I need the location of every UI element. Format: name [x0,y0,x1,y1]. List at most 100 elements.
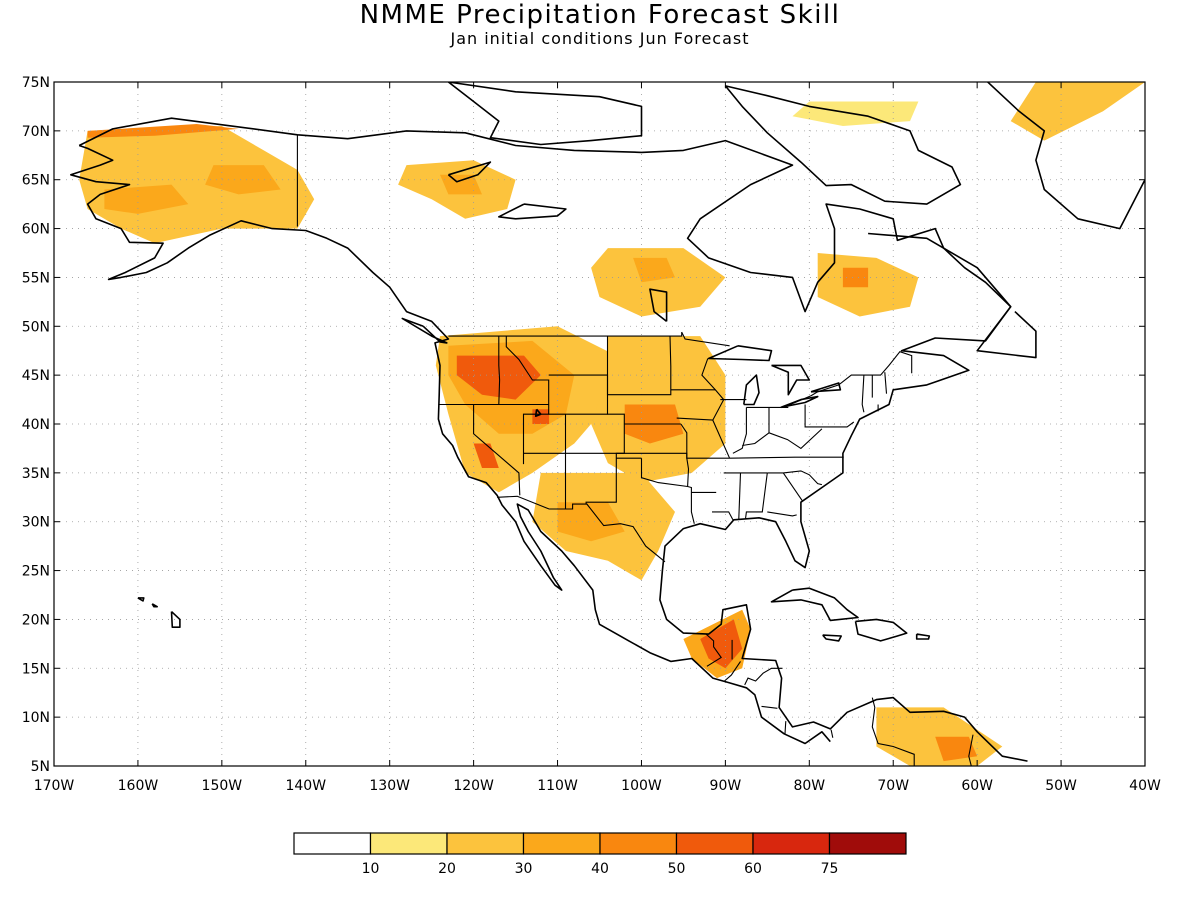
coastline [986,82,1145,230]
coastlines [70,82,1145,762]
coastline [649,288,668,323]
colorbar-label: 50 [668,861,686,877]
colorbar-swatch [522,832,601,855]
political-border [680,423,688,454]
coastline [915,633,931,640]
axis-ticks [53,81,1146,767]
coastline [780,395,819,409]
political-border [804,404,855,428]
lon-tick-label: 110W [537,778,578,794]
colorbar-label: 75 [821,861,839,877]
political-border [782,472,804,502]
lon-tick-label: 80W [793,778,825,794]
skill-region-hudson-sw-core [633,257,675,283]
lat-tick-label: 50N [22,319,50,335]
political-border [732,407,747,454]
lon-tick-label: 150W [202,778,243,794]
graticule [54,82,1145,766]
latitude-labels: 75N 70N 65N 60N 55N 50N 45N 40N 35N 30N 25N 20N 15N 1… [22,75,50,775]
coastline [810,382,842,393]
coastline [137,597,145,602]
coastline [743,374,760,406]
political-border [497,495,666,563]
skill-region-hudson-sw [591,248,726,317]
lon-tick-label: 50W [1045,778,1077,794]
political-border [884,372,888,394]
coastline [78,117,1028,762]
political-border [712,419,731,459]
skill-region-alaska-north [87,124,239,138]
skill-region-oregon-idaho [456,355,541,400]
political-border [548,336,672,396]
political-border [676,358,725,421]
political-border [724,661,741,682]
coastline [170,611,181,629]
longitude-labels: 170W 160W 150W 140W 130W 120W 110W 100W 90W 80W 70… [34,778,1161,794]
lon-tick-label: 160W [118,778,159,794]
coastline [771,364,811,396]
political-border [742,407,770,447]
coastline [724,85,962,205]
coastline [534,408,542,418]
political-border [767,470,823,486]
political-border [968,734,974,766]
political-border [744,472,768,519]
lat-tick-label: 20N [22,612,50,628]
lat-tick-label: 60N [22,222,50,238]
colorbar-label: 20 [438,861,456,877]
coastline [401,317,448,344]
lat-tick-label: 35N [22,466,50,482]
political-border [738,472,742,519]
political-border [830,729,834,738]
colorbar-swatch [828,832,907,855]
coastline [447,161,492,183]
skill-region-venezuela-core [935,736,978,762]
political-border [712,511,734,521]
political-border [473,404,521,496]
colorbar-label: 40 [591,861,609,877]
lat-tick-label: 55N [22,270,50,286]
coastline [447,82,643,146]
political-border [784,721,787,734]
lat-tick-label: 65N [22,173,50,189]
lat-tick-label: 5N [31,759,50,775]
coastline [707,345,773,362]
political-border [768,428,823,450]
skill-region-greenland [1010,82,1145,141]
colorbar-label: 10 [362,861,380,877]
political-border [767,511,797,517]
colorbar-swatch [369,832,448,855]
skill-region-alaska-core-e [205,165,281,195]
colorbar-swatch [752,832,831,855]
coastline [854,618,908,642]
political-border [861,375,865,413]
political-border [788,351,913,406]
colorbar-swatch [599,832,678,855]
lat-tick-label: 10N [22,710,50,726]
colorbar-label: 60 [744,861,762,877]
lat-tick-label: 40N [22,417,50,433]
political-border [744,667,783,686]
colorbar-swatch [293,832,372,855]
coastline [770,587,859,622]
political-border [498,336,501,405]
political-border [761,705,778,709]
colorbar-swatch [446,832,525,855]
coastline [497,203,567,220]
political-border [705,633,722,667]
lat-tick-label: 30N [22,515,50,531]
lat-tick-label: 75N [22,75,50,91]
lon-tick-label: 60W [961,778,993,794]
lon-tick-label: 170W [34,778,75,794]
political-border [871,697,915,766]
political-border [505,336,550,465]
colorbar-legend: 10 20 30 40 50 60 75 [293,832,907,877]
colorbar-label: 30 [515,861,533,877]
map-subtitle: Jan initial conditions Jun Forecast [450,29,750,48]
political-borders [296,134,974,766]
skill-region-sierra [473,443,499,468]
political-border [448,331,730,347]
coastline [868,232,1037,359]
skill-region-nw-mexico-core [557,502,625,542]
lon-tick-label: 70W [877,778,909,794]
